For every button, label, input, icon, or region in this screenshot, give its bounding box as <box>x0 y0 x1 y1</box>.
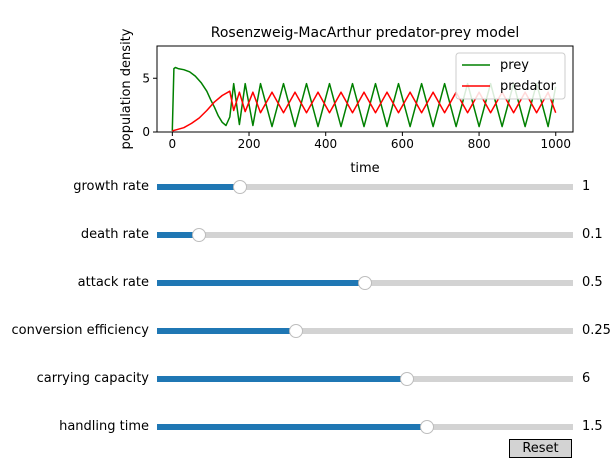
slider-handle[interactable] <box>399 372 414 386</box>
slider-fill <box>157 424 428 430</box>
slider-label: death rate <box>80 227 149 242</box>
slider-handle[interactable] <box>289 324 304 338</box>
slider-fill <box>157 376 407 382</box>
slider-track[interactable] <box>157 372 573 386</box>
series-line-predator <box>172 90 557 132</box>
y-tick-label: 5 <box>142 71 150 85</box>
slider-handle[interactable] <box>191 228 206 242</box>
plot-area: 0 200 400 600 800 1000 0 5 Rosenzweig-MacArthur … <box>119 25 574 176</box>
x-tick-label: 0 <box>169 137 177 151</box>
slider-track[interactable] <box>157 276 573 290</box>
slider-fill <box>157 280 365 286</box>
y-tick-label: 0 <box>142 125 150 139</box>
slider-handle[interactable] <box>358 276 372 290</box>
series-line-prey <box>171 66 557 131</box>
slider-growth-rate[interactable]: growth rate 1 <box>0 177 612 197</box>
slider-handle[interactable] <box>233 180 248 194</box>
slider-fill <box>157 232 199 238</box>
slider-value: 1.5 <box>582 419 603 434</box>
slider-label: carrying capacity <box>36 371 149 386</box>
x-axis-label: time <box>350 161 379 176</box>
slider-track[interactable] <box>157 420 573 434</box>
legend-label-prey: prey <box>500 58 529 73</box>
slider-handling-time[interactable]: handling time 1.5 <box>0 417 612 437</box>
legend-label-predator: predator <box>500 79 557 94</box>
chart-title: Rosenzweig-MacArthur predator-prey model <box>211 25 519 41</box>
x-tick-label: 200 <box>238 137 261 151</box>
slider-label: conversion efficiency <box>11 323 150 338</box>
slider-value: 0.25 <box>582 323 611 338</box>
slider-handle[interactable] <box>420 420 435 434</box>
slider-label: attack rate <box>77 275 149 290</box>
x-tick-label: 1000 <box>540 137 571 151</box>
slider-fill <box>157 328 297 334</box>
slider-carrying-capacity[interactable]: carrying capacity 6 <box>0 369 612 389</box>
slider-track[interactable] <box>157 180 573 194</box>
slider-value: 0.1 <box>582 227 603 242</box>
x-tick-label: 800 <box>468 137 491 151</box>
axes-frame <box>156 45 574 133</box>
slider-attack-rate[interactable]: attack rate 0.5 <box>0 273 612 293</box>
slider-value: 0.5 <box>582 275 603 290</box>
slider-label: growth rate <box>73 179 149 194</box>
slider-track[interactable] <box>157 324 573 338</box>
slider-label: handling time <box>59 419 149 434</box>
slider-value: 6 <box>582 371 591 386</box>
slider-track[interactable] <box>157 228 573 242</box>
slider-fill <box>157 184 241 190</box>
x-tick-label: 400 <box>314 137 337 151</box>
reset-button[interactable]: Reset <box>509 439 572 458</box>
x-tick-label: 600 <box>391 137 414 151</box>
slider-value: 1 <box>582 179 591 194</box>
slider-death-rate[interactable]: death rate 0.1 <box>0 225 612 245</box>
y-axis-label: population density <box>119 28 134 149</box>
slider-conversion-efficiency[interactable]: conversion efficiency 0.25 <box>0 321 612 341</box>
